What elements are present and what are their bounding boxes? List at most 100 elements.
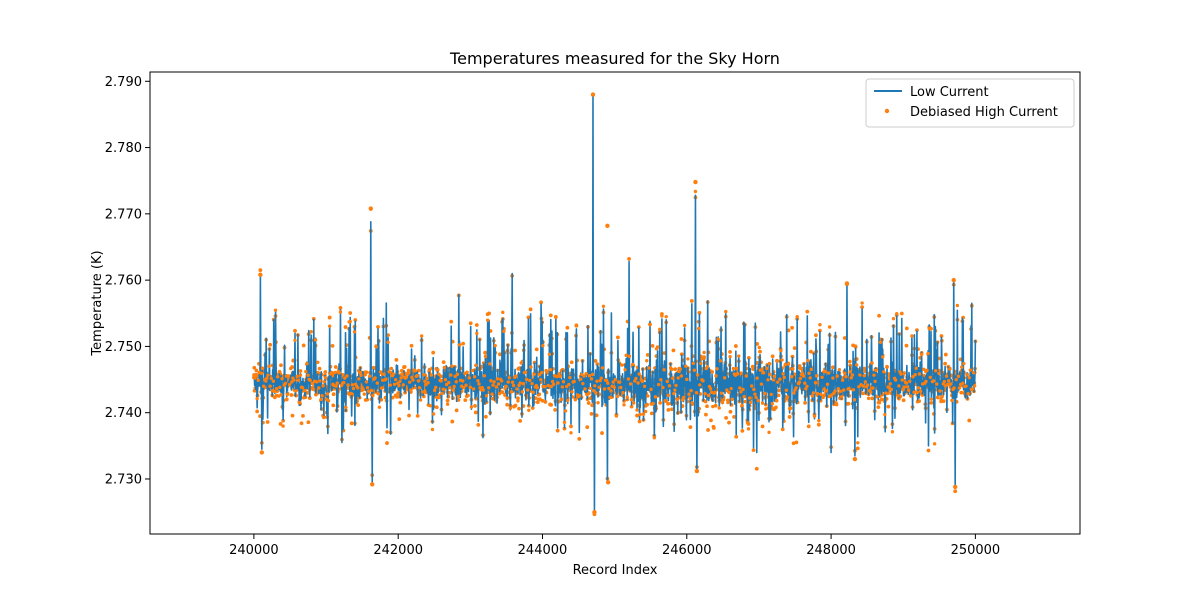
scatter-outlier	[259, 450, 265, 455]
scatter-point	[306, 373, 310, 377]
scatter-point	[593, 359, 598, 363]
scatter-point	[267, 364, 271, 368]
scatter-point	[844, 375, 848, 379]
scatter-point	[705, 365, 710, 369]
scatter-point	[890, 430, 895, 434]
scatter-point	[476, 379, 480, 383]
scatter-point	[897, 384, 901, 388]
scatter-point	[553, 407, 558, 412]
scatter-point	[441, 360, 446, 365]
scatter-point	[338, 306, 343, 310]
scatter-point	[738, 386, 742, 390]
scatter-point	[961, 381, 965, 385]
scatter-point	[942, 379, 947, 384]
scatter-point	[722, 376, 727, 380]
scatter-point	[305, 390, 310, 395]
scatter-point	[783, 362, 787, 367]
scatter-point	[513, 403, 518, 408]
scatter-point	[693, 189, 698, 194]
scatter-point	[625, 395, 629, 399]
scatter-point	[375, 381, 379, 385]
scatter-point	[330, 370, 334, 375]
scatter-point	[443, 378, 448, 382]
scatter-point	[862, 373, 866, 378]
scatter-point	[756, 399, 760, 403]
scatter-point	[671, 376, 675, 380]
scatter-point	[877, 313, 881, 318]
scatter-point	[497, 392, 502, 396]
scatter-point	[661, 385, 665, 390]
scatter-point	[416, 379, 421, 383]
scatter-point	[678, 367, 682, 371]
scatter-point	[882, 370, 886, 374]
scatter-point	[809, 367, 813, 372]
scatter-point	[318, 379, 322, 383]
scatter-point	[914, 366, 918, 370]
scatter-point	[968, 368, 973, 372]
scatter-point	[394, 357, 399, 362]
scatter-point	[688, 425, 693, 430]
scatter-point	[397, 383, 401, 388]
scatter-point	[741, 387, 745, 392]
scatter-point	[865, 383, 870, 387]
scatter-point	[352, 330, 357, 334]
scatter-point	[402, 365, 407, 369]
scatter-point	[393, 377, 398, 382]
scatter-point	[674, 383, 678, 388]
scatter-point	[308, 378, 312, 383]
scatter-point	[934, 369, 938, 373]
scatter-point	[419, 334, 424, 338]
scatter-point	[966, 392, 970, 396]
scatter-point	[823, 369, 828, 374]
scatter-point	[918, 389, 923, 393]
scatter-point	[530, 381, 534, 386]
scatter-point	[590, 372, 595, 377]
scatter-point	[316, 360, 320, 364]
scatter-point	[468, 385, 473, 389]
scatter-point	[927, 326, 931, 331]
scatter-point	[427, 368, 431, 372]
scatter-point	[466, 393, 470, 398]
scatter-point	[450, 364, 454, 368]
scatter-point	[729, 386, 733, 391]
scatter-point	[690, 401, 694, 405]
scatter-point	[447, 390, 452, 395]
scatter-point	[255, 409, 260, 414]
scatter-point	[342, 380, 346, 385]
scatter-point	[562, 420, 567, 425]
scatter-point	[954, 377, 958, 382]
scatter-point	[365, 397, 370, 402]
scatter-point	[852, 398, 857, 402]
x-axis-title: Record Index	[573, 563, 658, 578]
scatter-point	[555, 374, 559, 379]
scatter-point	[437, 393, 442, 398]
scatter-point	[327, 315, 332, 320]
scatter-point	[298, 369, 303, 373]
scatter-point	[684, 364, 688, 368]
scatter-point	[801, 374, 806, 378]
scatter-point	[301, 343, 306, 348]
scatter-point	[926, 448, 931, 453]
scatter-point	[650, 344, 655, 348]
scatter-point	[281, 418, 286, 423]
scatter-point	[285, 392, 290, 397]
scatter-point	[281, 424, 285, 428]
scatter-point	[331, 403, 336, 408]
scatter-point	[256, 378, 260, 383]
scatter-point	[893, 378, 898, 382]
scatter-point	[516, 399, 520, 403]
scatter-point	[877, 401, 882, 405]
scatter-point	[643, 409, 648, 414]
scatter-point	[926, 351, 930, 356]
scatter-point	[687, 392, 691, 396]
scatter-point	[521, 382, 526, 386]
scatter-point	[612, 385, 616, 390]
scatter-point	[642, 384, 647, 388]
scatter-point	[363, 373, 368, 377]
scatter-point	[637, 419, 642, 424]
scatter-point	[472, 375, 477, 379]
scatter-outlier	[370, 482, 375, 487]
scatter-point	[681, 395, 686, 400]
scatter-point	[795, 314, 799, 319]
scatter-point	[769, 392, 773, 397]
